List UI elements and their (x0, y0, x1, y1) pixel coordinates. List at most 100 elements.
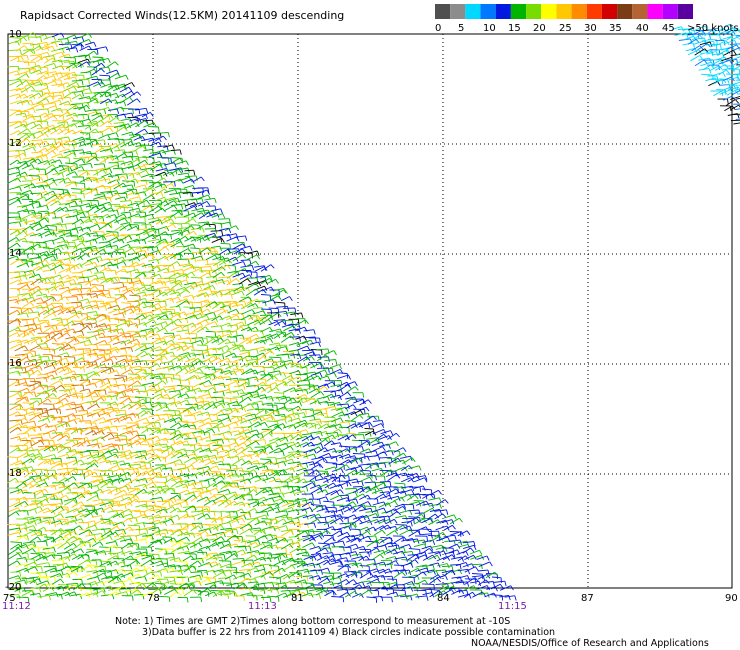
wind-barb (46, 205, 49, 211)
wind-barb (216, 263, 219, 269)
wind-barb (86, 156, 96, 163)
wind-barb (297, 356, 308, 363)
wind-barb (49, 99, 60, 104)
wind-barb (229, 276, 232, 282)
wind-barb (178, 169, 183, 174)
wind-barb (190, 358, 199, 364)
wind-barb (235, 381, 240, 386)
wind-barb (78, 360, 89, 363)
wind-barb (148, 137, 160, 142)
wind-barb (65, 393, 77, 398)
wind-barb (260, 373, 270, 380)
wind-barb (100, 367, 113, 374)
wind-barb (58, 193, 68, 201)
wind-barb (73, 375, 77, 381)
wind-barb (52, 150, 57, 155)
wind-barb (135, 404, 145, 410)
wind-barb (235, 421, 239, 427)
wind-barb (43, 75, 55, 80)
wind-barb (79, 177, 90, 183)
wind-barb (234, 300, 245, 304)
wind-barb (106, 155, 117, 159)
wind-barb (110, 359, 114, 364)
wind-barb (238, 278, 248, 285)
wind-barb (198, 403, 208, 410)
wind-barb (157, 267, 167, 273)
wind-barb (86, 390, 98, 394)
wind-barb (145, 360, 148, 366)
wind-barb (30, 123, 40, 130)
wind-barb (264, 285, 268, 291)
wind-barb (132, 467, 135, 473)
wind-barb (80, 462, 91, 466)
wind-barb (129, 117, 140, 122)
wind-barb (368, 448, 372, 454)
wind-barb (381, 441, 385, 447)
wind-barb (83, 176, 85, 182)
wind-barb (77, 210, 89, 213)
wind-barb (87, 139, 96, 146)
wind-barb (240, 425, 251, 429)
wind-barb (86, 363, 97, 369)
wind-barb (87, 459, 96, 466)
wind-barb (289, 370, 300, 375)
wind-barb (19, 49, 22, 55)
wind-barb (229, 430, 233, 436)
wind-barb (37, 66, 48, 69)
wind-barb (303, 412, 307, 418)
wind-barb (165, 438, 169, 443)
wind-barb (386, 441, 396, 447)
wind-barb (211, 396, 223, 399)
wind-barb (225, 421, 236, 428)
wind-barb (64, 279, 74, 284)
wind-barb (254, 421, 265, 428)
wind-barb (367, 399, 372, 404)
wind-barb (64, 328, 74, 333)
wind-barb (94, 459, 99, 464)
wind-barb (298, 323, 301, 329)
wind-barb (159, 338, 163, 344)
wind-barb (192, 176, 202, 183)
wind-barb (96, 439, 99, 445)
wind-barb (78, 348, 91, 350)
wind-barb (241, 368, 252, 376)
wind-barb (29, 201, 39, 206)
wind-barb (148, 161, 160, 166)
wind-barb (155, 168, 167, 172)
wind-barb (294, 307, 297, 313)
wind-barb (17, 208, 28, 213)
wind-barb (313, 329, 316, 335)
wind-barb (337, 372, 348, 374)
wind-barb (217, 233, 230, 238)
wind-barb (80, 395, 92, 399)
wind-barb (156, 393, 168, 400)
wind-barb (269, 275, 273, 280)
wind-barb (350, 423, 360, 429)
wind-barb (44, 56, 49, 61)
wind-barb (177, 318, 182, 324)
wind-barb (217, 389, 230, 393)
wind-barb (244, 235, 248, 241)
wind-barb (50, 159, 60, 164)
wind-barb (270, 309, 273, 315)
wind-barb (204, 384, 215, 388)
wind-barb (149, 375, 160, 379)
wind-barb (24, 150, 26, 156)
wind-barb (60, 59, 64, 65)
wind-barb (128, 343, 139, 350)
wind-barb (98, 459, 110, 464)
wind-barb (38, 277, 48, 284)
wind-barb (235, 225, 239, 231)
wind-barb (161, 310, 172, 313)
wind-barb (45, 286, 55, 291)
wind-barb (103, 417, 107, 423)
wind-barb (169, 414, 181, 417)
wind-barb (335, 359, 338, 365)
wind-barb (23, 133, 33, 140)
wind-barb (141, 263, 152, 267)
wind-barb (197, 194, 209, 200)
wind-barb (262, 339, 266, 345)
wind-barb (120, 449, 130, 454)
wind-barb (296, 340, 307, 346)
wind-barb (303, 329, 314, 332)
